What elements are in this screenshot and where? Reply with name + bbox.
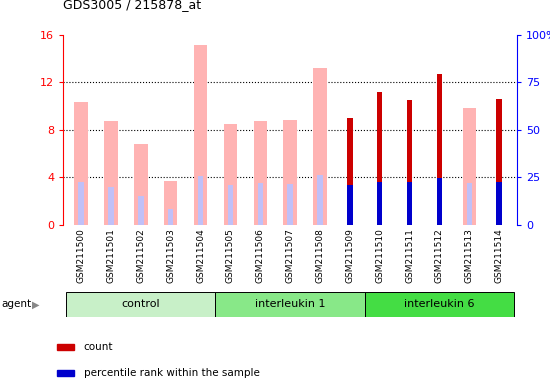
Text: GSM211511: GSM211511 xyxy=(405,228,414,283)
Text: GSM211504: GSM211504 xyxy=(196,228,205,283)
Bar xyxy=(347,185,353,225)
Bar xyxy=(79,182,84,225)
Bar xyxy=(283,120,297,225)
Bar xyxy=(347,118,353,225)
Text: GSM211502: GSM211502 xyxy=(136,228,145,283)
Bar xyxy=(288,184,293,225)
Bar xyxy=(57,370,74,376)
Bar xyxy=(314,68,327,225)
Bar xyxy=(257,183,263,225)
Bar xyxy=(463,108,476,225)
Bar xyxy=(437,178,442,225)
Text: percentile rank within the sample: percentile rank within the sample xyxy=(84,368,260,378)
Bar xyxy=(194,45,207,225)
Bar xyxy=(216,292,365,317)
Text: agent: agent xyxy=(1,299,31,310)
Bar xyxy=(466,183,472,225)
Bar xyxy=(138,196,144,225)
Bar xyxy=(407,100,412,225)
Text: ▶: ▶ xyxy=(32,299,40,310)
Text: GSM211507: GSM211507 xyxy=(285,228,295,283)
Text: GSM211501: GSM211501 xyxy=(107,228,116,283)
Bar xyxy=(317,175,323,225)
Bar xyxy=(437,74,442,225)
Bar xyxy=(74,102,88,225)
Text: GSM211503: GSM211503 xyxy=(166,228,175,283)
Text: GSM211509: GSM211509 xyxy=(345,228,354,283)
Text: GSM211508: GSM211508 xyxy=(316,228,324,283)
Text: count: count xyxy=(84,342,113,352)
Text: GDS3005 / 215878_at: GDS3005 / 215878_at xyxy=(63,0,201,12)
Bar xyxy=(164,181,178,225)
Text: interleukin 1: interleukin 1 xyxy=(255,299,326,310)
Bar xyxy=(104,121,118,225)
Bar xyxy=(168,209,173,225)
Text: GSM211514: GSM211514 xyxy=(494,228,504,283)
Text: GSM211500: GSM211500 xyxy=(76,228,86,283)
Bar xyxy=(497,182,502,225)
Text: GSM211512: GSM211512 xyxy=(435,228,444,283)
Text: GSM211510: GSM211510 xyxy=(375,228,384,283)
Bar xyxy=(377,182,382,225)
Text: control: control xyxy=(122,299,160,310)
Bar xyxy=(407,182,412,225)
Bar xyxy=(365,292,514,317)
Bar xyxy=(497,99,502,225)
Text: GSM211505: GSM211505 xyxy=(226,228,235,283)
Bar xyxy=(198,176,204,225)
Bar xyxy=(108,187,114,225)
Bar xyxy=(377,92,382,225)
Bar xyxy=(254,121,267,225)
Bar xyxy=(228,185,233,225)
Bar xyxy=(134,144,147,225)
Bar xyxy=(66,292,216,317)
Text: GSM211506: GSM211506 xyxy=(256,228,265,283)
Bar xyxy=(224,124,237,225)
Text: GSM211513: GSM211513 xyxy=(465,228,474,283)
Bar xyxy=(57,344,74,350)
Text: interleukin 6: interleukin 6 xyxy=(404,299,475,310)
